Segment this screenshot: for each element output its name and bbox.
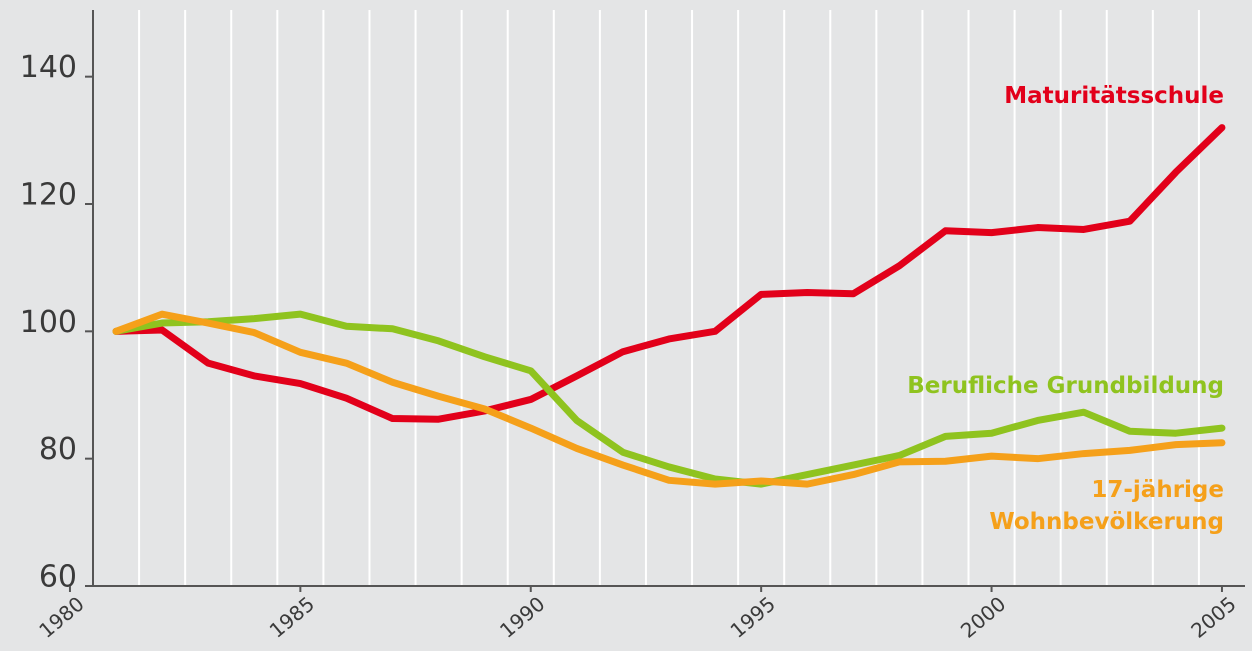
x-tick-label: 1985 (265, 592, 319, 643)
x-tick-label: 1990 (495, 592, 549, 643)
y-tick-label: 140 (20, 50, 77, 85)
y-tick-label: 120 (20, 178, 77, 213)
x-tick-label: 1980 (34, 592, 88, 643)
series-line (112, 124, 1226, 423)
y-tick-label: 60 (39, 560, 77, 595)
y-tick-label: 80 (39, 432, 77, 467)
series-label: Berufliche Grundbildung (907, 373, 1224, 399)
x-tick-label: 1995 (725, 592, 779, 643)
series-line (112, 310, 1226, 488)
x-tick-label: 2005 (1186, 592, 1240, 643)
x-tick-label: 2000 (956, 592, 1010, 643)
series-label: Maturitätsschule (1004, 83, 1224, 109)
series-line (112, 310, 1226, 488)
series-label: 17-jährige Wohnbevölkerung (989, 477, 1224, 535)
y-tick-label: 100 (20, 305, 77, 340)
